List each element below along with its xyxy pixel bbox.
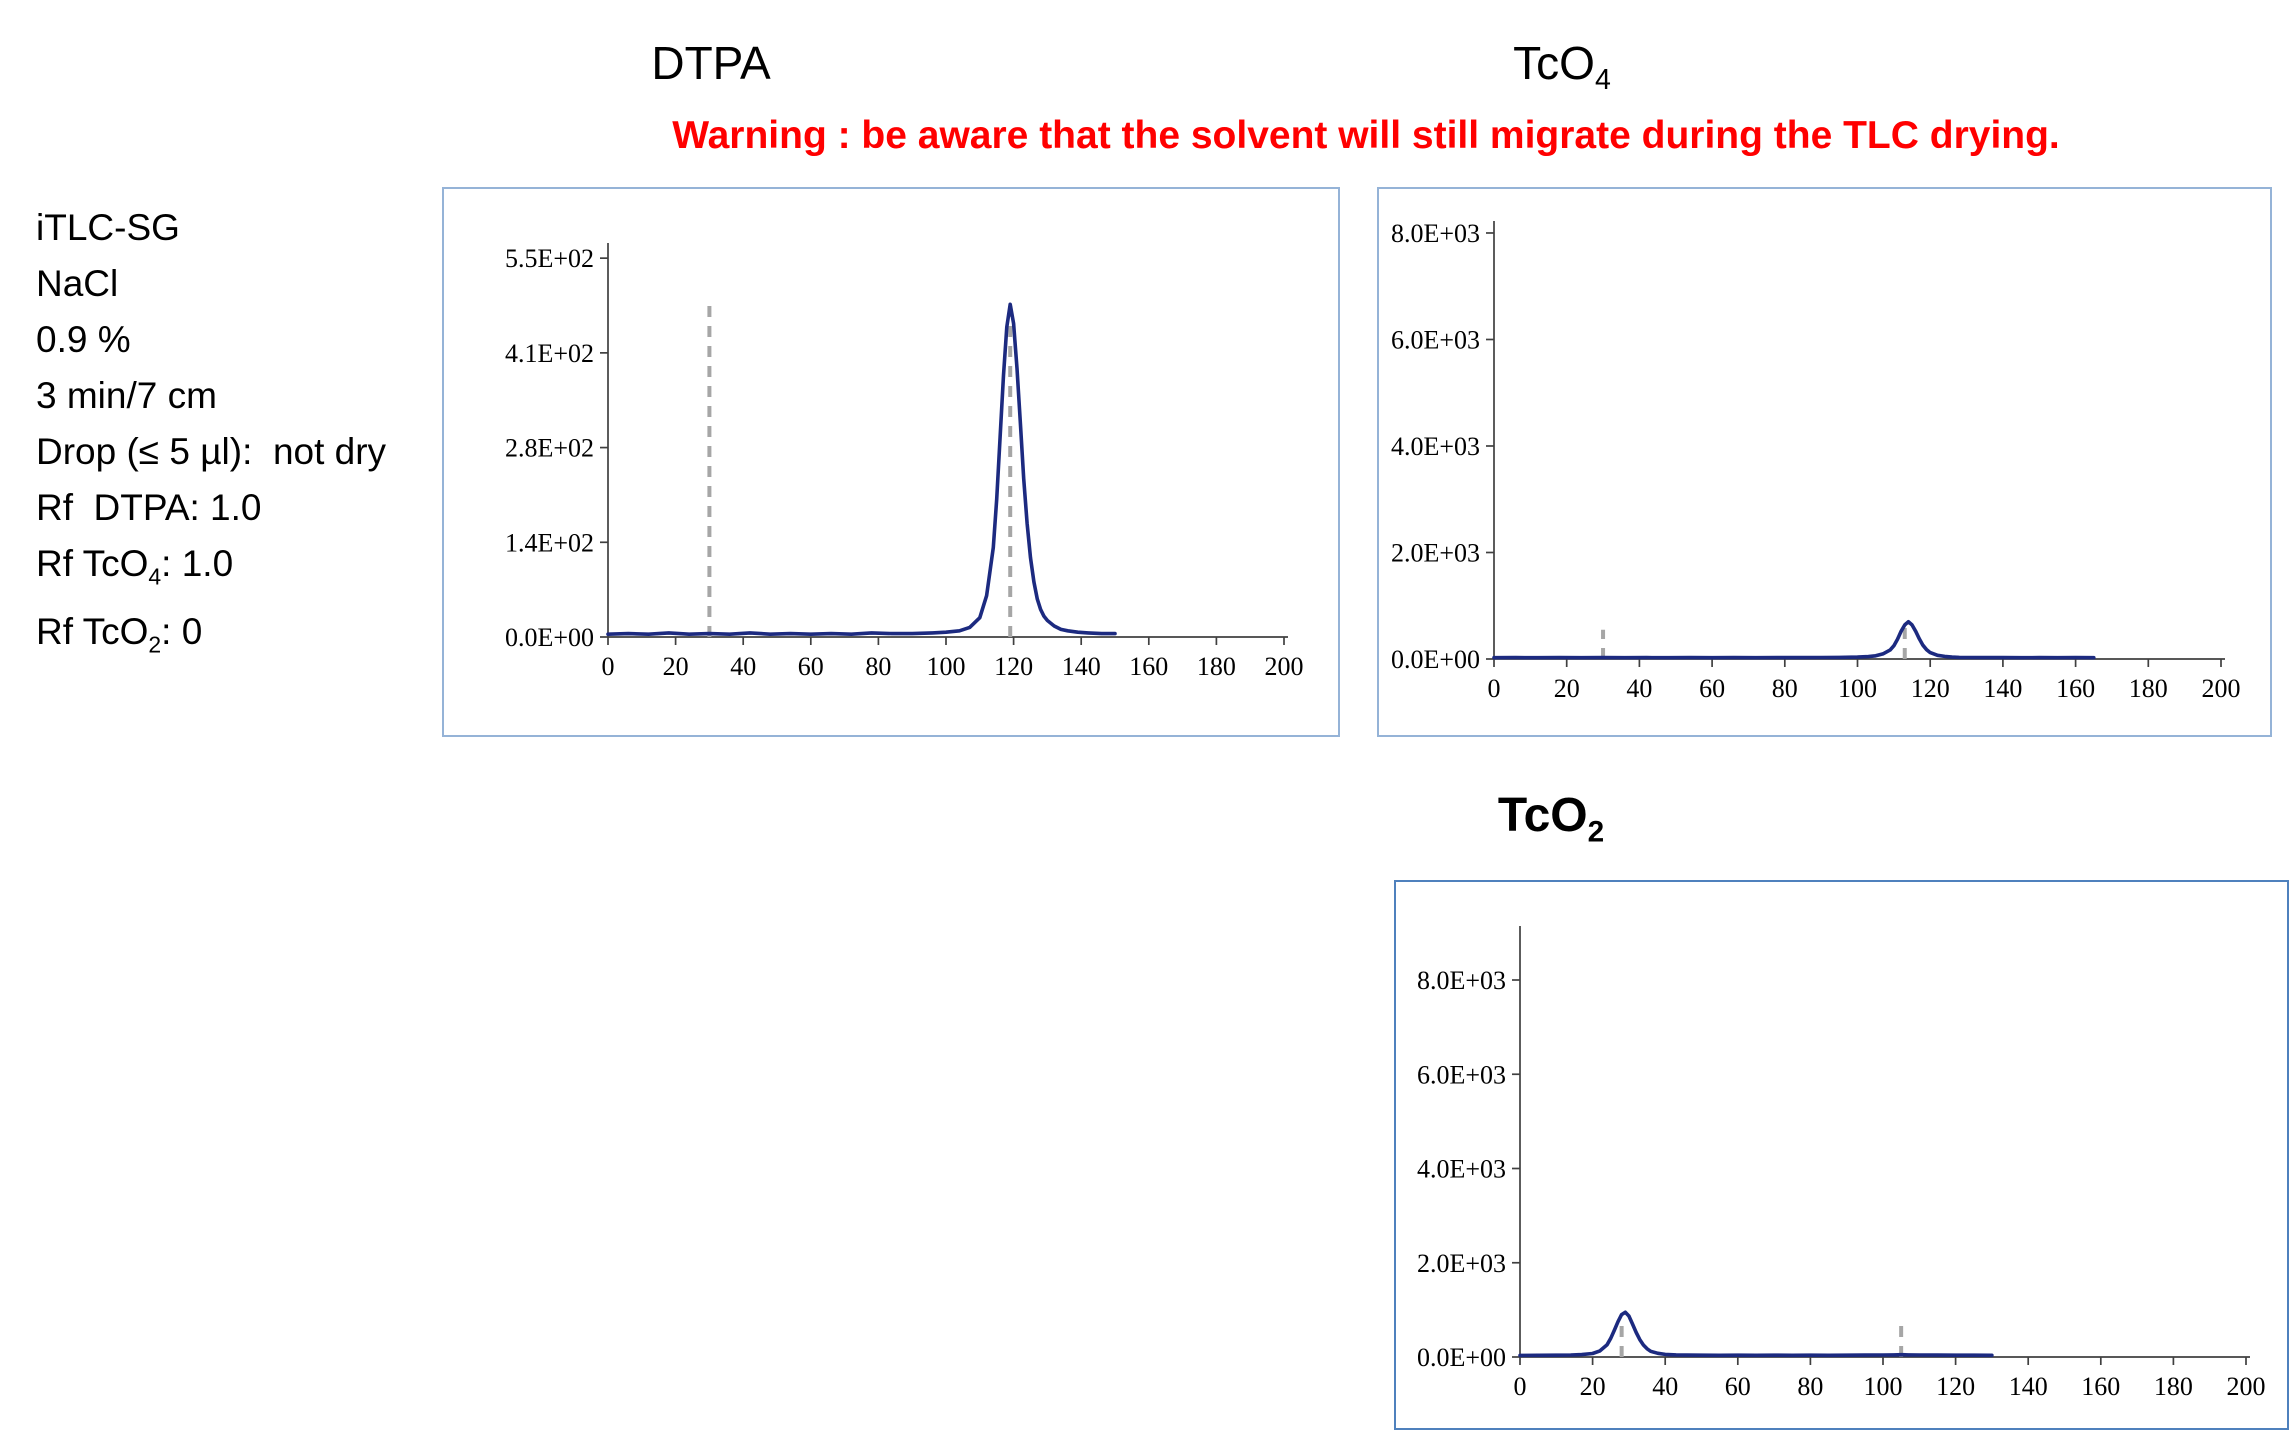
x-tick-label: 200 [2202, 674, 2241, 703]
x-tick-label: 20 [1580, 1372, 1606, 1401]
y-tick-label: 0.0E+00 [1391, 645, 1480, 674]
x-tick-label: 80 [1772, 674, 1798, 703]
dtpa-plot-svg: 0 20 40 60 80 100 120 140 160 180 200 0.0E+00 1.4E+0… [505, 243, 1304, 681]
spec-line: Drop (≤ 5 µl): not dry [36, 431, 387, 472]
x-tick-label: 180 [2129, 674, 2168, 703]
spec-line: Rf DTPA: 1.0 [36, 487, 262, 528]
axes [600, 243, 1288, 645]
chart-title-tco4-subscript: 4 [1594, 64, 1611, 97]
series-line [1518, 1310, 1994, 1358]
x-tick-label: 100 [1864, 1372, 1903, 1401]
x-tick-label: 60 [798, 652, 824, 681]
x-tick-label: 100 [927, 652, 966, 681]
tco2-plot-svg: 0 20 40 60 80 100 120 140 160 180 200 0.0E+00 2.0E+0… [1417, 926, 2266, 1401]
x-tick-label: 0 [602, 652, 615, 681]
x-tick-label: 160 [2056, 674, 2095, 703]
x-tick-label: 40 [730, 652, 756, 681]
x-tick-label: 40 [1652, 1372, 1678, 1401]
chart-tco4: 0 20 40 60 80 100 120 140 160 180 200 0.0E+00 2.0E+0… [1377, 187, 2272, 737]
x-tick-label: 80 [865, 652, 891, 681]
y-tick-label: 2.0E+03 [1391, 538, 1480, 567]
y-tick-label: 5.5E+02 [505, 244, 594, 273]
axes [1486, 221, 2225, 667]
chart-title-tco4-text: TcO [1513, 37, 1595, 89]
y-tick-label: 4.1E+02 [505, 339, 594, 368]
chart-dtpa: 0 20 40 60 80 100 120 140 160 180 200 0.0E+00 1.4E+0… [442, 187, 1340, 737]
x-tick-label: 160 [2081, 1372, 2120, 1401]
tco4-plot-svg: 0 20 40 60 80 100 120 140 160 180 200 0.0E+00 2.0E+0… [1391, 219, 2241, 703]
y-tick-label: 4.0E+03 [1391, 432, 1480, 461]
series-line [1492, 619, 2096, 660]
x-tick-label: 200 [1265, 652, 1304, 681]
x-tick-label: 20 [663, 652, 689, 681]
x-tick-label: 0 [1488, 674, 1501, 703]
chart-title-tco4: TcO4 [1513, 36, 1611, 97]
y-tick-label: 0.0E+00 [505, 623, 594, 652]
x-tick-label: 0 [1514, 1372, 1527, 1401]
x-tick-label: 20 [1554, 674, 1580, 703]
y-tick-label: 8.0E+03 [1417, 966, 1506, 995]
spec-line: 3 min/7 cm [36, 375, 217, 416]
x-tick-label: 140 [1062, 652, 1101, 681]
x-tick-label: 120 [1911, 674, 1950, 703]
spec-line: 0.9 % [36, 319, 131, 360]
x-tick-label: 180 [1197, 652, 1236, 681]
axes [1512, 926, 2250, 1365]
x-tick-label: 120 [994, 652, 1033, 681]
chart-tco2: 0 20 40 60 80 100 120 140 160 180 200 0.0E+00 2.0E+0… [1394, 880, 2289, 1430]
chart-title-tco2-text: TcO [1497, 789, 1588, 842]
y-tick-label: 4.0E+03 [1417, 1155, 1506, 1184]
y-tick-label: 2.8E+02 [505, 434, 594, 463]
y-tick-label: 6.0E+03 [1417, 1060, 1506, 1089]
y-tick-label: 2.0E+03 [1417, 1249, 1506, 1278]
spec-line: Rf TcO4: 1.0 [36, 543, 234, 590]
x-tick-label: 40 [1626, 674, 1652, 703]
spec-line: iTLC-SG [36, 207, 180, 248]
x-tick-label: 60 [1699, 674, 1725, 703]
x-tick-label: 120 [1936, 1372, 1975, 1401]
y-tick-label: 0.0E+00 [1417, 1343, 1506, 1372]
x-tick-label: 180 [2154, 1372, 2193, 1401]
spec-line: NaCl [36, 263, 119, 304]
y-tick-label: 1.4E+02 [505, 528, 594, 557]
warning-text: Warning : be aware that the solvent will… [672, 114, 2060, 157]
x-tick-label: 140 [2009, 1372, 2048, 1401]
chart-title-dtpa-text: DTPA [651, 37, 771, 89]
x-tick-label: 200 [2227, 1372, 2266, 1401]
specs-panel: iTLC-SG NaCl 0.9 % 3 min/7 cm Drop (≤ 5 µl):… [36, 200, 386, 673]
x-tick-label: 140 [1983, 674, 2022, 703]
y-tick-label: 8.0E+03 [1391, 219, 1480, 248]
y-tick-label: 6.0E+03 [1391, 325, 1480, 354]
chart-title-tco2: TcO2 [1498, 788, 1604, 850]
x-tick-label: 80 [1797, 1372, 1823, 1401]
series-line [606, 302, 1117, 637]
spec-line: Rf TcO2: 0 [36, 611, 203, 658]
x-tick-label: 60 [1725, 1372, 1751, 1401]
x-tick-label: 160 [1129, 652, 1168, 681]
x-tick-label: 100 [1838, 674, 1877, 703]
chart-title-dtpa: DTPA [651, 36, 770, 97]
chart-title-tco2-subscript: 2 [1587, 815, 1605, 849]
